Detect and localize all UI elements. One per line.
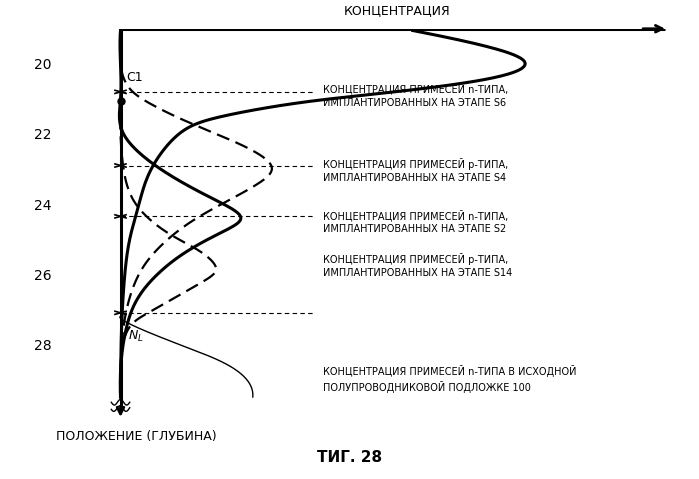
Text: КОНЦЕНТРАЦИЯ ПРИМЕСЕЙ n-ТИПА,
ИМПЛАНТИРОВАННЫХ НА ЭТАПЕ S6: КОНЦЕНТРАЦИЯ ПРИМЕСЕЙ n-ТИПА, ИМПЛАНТИРО… <box>324 83 509 108</box>
Text: $N_L$: $N_L$ <box>128 329 143 344</box>
Text: C1: C1 <box>127 71 143 84</box>
Text: КОНЦЕНТРАЦИЯ ПРИМЕСЕЙ р-ТИПА,
ИМПЛАНТИРОВАННЫХ НА ЭТАПЕ S4: КОНЦЕНТРАЦИЯ ПРИМЕСЕЙ р-ТИПА, ИМПЛАНТИРО… <box>324 159 509 183</box>
Text: КОНЦЕНТРАЦИЯ ПРИМЕСЕЙ n-ТИПА,
ИМПЛАНТИРОВАННЫХ НА ЭТАПЕ S2: КОНЦЕНТРАЦИЯ ПРИМЕСЕЙ n-ТИПА, ИМПЛАНТИРО… <box>324 209 509 234</box>
Text: ПОЛОЖЕНИЕ (ГЛУБИНА): ПОЛОЖЕНИЕ (ГЛУБИНА) <box>56 430 217 443</box>
Text: КОНЦЕНТРАЦИЯ ПРИМЕСЕЙ n-ТИПА В ИСХОДНОЙ
ПОЛУПРОВОДНИКОВОЙ ПОДЛОЖКЕ 100: КОНЦЕНТРАЦИЯ ПРИМЕСЕЙ n-ТИПА В ИСХОДНОЙ … <box>324 365 577 393</box>
Text: ΤИГ. 28: ΤИГ. 28 <box>317 450 382 465</box>
Text: КОНЦЕНТРАЦИЯ: КОНЦЕНТРАЦИЯ <box>344 4 451 17</box>
Text: КОНЦЕНТРАЦИЯ ПРИМЕСЕЙ р-ТИПА,
ИМПЛАНТИРОВАННЫХ НА ЭТАПЕ S14: КОНЦЕНТРАЦИЯ ПРИМЕСЕЙ р-ТИПА, ИМПЛАНТИРО… <box>324 253 513 278</box>
